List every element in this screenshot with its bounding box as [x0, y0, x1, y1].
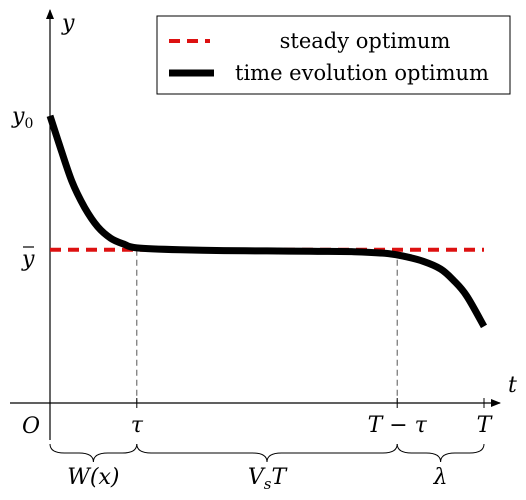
- legend-steady-label: steady optimum: [280, 29, 451, 53]
- t-minus-tau-tick-label: T − τ: [368, 413, 428, 438]
- x-axis-label: t: [508, 373, 517, 398]
- legend-time-label: time evolution optimum: [235, 61, 489, 85]
- legend: steady optimum time evolution optimum: [156, 15, 511, 95]
- brace-w: [49, 443, 138, 463]
- ybar-tick-label: y: [21, 247, 35, 272]
- origin-label: O: [22, 414, 40, 439]
- y0-tick-label: y0: [11, 104, 33, 132]
- tau-tick-label: τ: [131, 413, 144, 438]
- vst-sub-s: s: [264, 475, 272, 493]
- vst-v: V: [248, 465, 266, 490]
- brace-lambda: [396, 443, 485, 463]
- y-axis-label: y: [61, 11, 75, 36]
- brace-w-label: W(x): [67, 465, 119, 490]
- brace-vst-label: VsT: [248, 465, 289, 493]
- brace-vst: [136, 443, 398, 463]
- y0-subscript: 0: [24, 116, 33, 132]
- legend-box: [156, 15, 511, 95]
- vst-t: T: [271, 465, 288, 490]
- brace-lambda-label: λ: [433, 465, 448, 490]
- t-tick-label: T: [477, 413, 494, 438]
- y0-symbol: y: [11, 104, 25, 129]
- time-evolution-optimum-curve: [46, 114, 488, 329]
